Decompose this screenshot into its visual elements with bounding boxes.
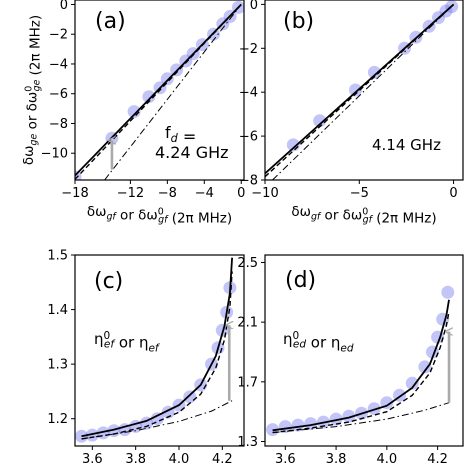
series-line-dashdot <box>272 4 454 180</box>
plot-area <box>265 0 459 180</box>
y-tick-label: 1.3 <box>47 358 68 373</box>
series-line-solid <box>81 257 233 438</box>
panel-tag: (b) <box>283 9 314 34</box>
data-point <box>418 360 432 374</box>
annotation-text: fd = <box>165 123 196 146</box>
x-tick-label: 3.8 <box>125 452 146 467</box>
y-tick-label: −8 <box>49 117 68 132</box>
x-tick-label: −4 <box>195 186 214 201</box>
data-point <box>313 114 327 128</box>
data-point <box>150 412 164 426</box>
annotation-text: η0 ed or ηed <box>283 330 354 355</box>
data-point <box>441 285 455 299</box>
data-point <box>142 90 156 104</box>
data-point <box>367 65 381 79</box>
y-tick-label: 2.1 <box>237 316 258 331</box>
series-line-dashdot <box>81 400 233 440</box>
axes-frame <box>74 0 245 181</box>
x-tick-label: −10 <box>251 186 278 201</box>
x-axis-label: ωd (2π GHz) <box>324 470 405 474</box>
panel-tag: (d) <box>285 268 316 293</box>
data-point <box>342 409 356 423</box>
y-tick-label: 0 <box>250 0 258 13</box>
y-tick-label: 1.2 <box>47 412 68 427</box>
y-tick-label: −8 <box>239 174 258 189</box>
annotation-text: η0 ef or ηef <box>94 330 161 355</box>
data-point <box>291 418 305 432</box>
plot-area <box>75 257 237 443</box>
panel-d: 3.6 3.8 4.0 4.2 1.3 1.7 2.1 2.5 ωd (2π GHz) (d) η0… <box>237 254 464 474</box>
x-tick-label: −5 <box>350 186 369 201</box>
x-tick-label: 3.6 <box>82 452 103 467</box>
data-point <box>405 376 419 390</box>
data-point <box>183 390 197 404</box>
y-tick-label: 2.5 <box>237 256 258 271</box>
x-axis-label: δωgf or δω0 gf (2π MHz) <box>87 204 232 227</box>
y-tick-label: −6 <box>239 130 258 145</box>
x-tick-label: −18 <box>61 186 88 201</box>
series-line-dashed <box>75 4 242 180</box>
x-tick-label: 0 <box>449 186 457 201</box>
series-line-solid <box>265 3 455 175</box>
x-tick-label: 3.8 <box>326 452 347 467</box>
x-tick-label: −12 <box>117 186 144 201</box>
series-line-dashdot <box>272 402 450 434</box>
x-tick-label: 3.6 <box>275 452 296 467</box>
plot-area <box>266 285 455 437</box>
x-axis-label: ωd (2π GHz) <box>119 470 200 474</box>
y-tick-label: −4 <box>49 57 68 72</box>
data-point <box>85 428 99 442</box>
panel-tag: (a) <box>95 9 126 34</box>
y-tick-label: 1.4 <box>47 303 68 318</box>
y-tick-label: −2 <box>239 42 258 57</box>
x-tick-label: 4.2 <box>427 452 448 467</box>
series-line-solid <box>272 299 450 432</box>
y-tick-label: 1.5 <box>47 249 68 264</box>
series-line-dashed <box>272 311 450 434</box>
annotation-text: 4.24 GHz <box>155 143 229 162</box>
annotation-text: 4.14 GHz <box>372 136 441 154</box>
y-tick-label: 1.3 <box>237 435 258 450</box>
x-axis-label: δωgf or δω0 gf (2π MHz) <box>291 204 436 227</box>
plot-area <box>75 0 244 180</box>
y-tick-label: −6 <box>49 87 68 102</box>
data-point <box>160 72 174 86</box>
x-tick-label: 4.0 <box>377 452 398 467</box>
panel-tag: (c) <box>94 269 123 294</box>
y-tick-label: 0 <box>60 0 68 13</box>
data-point <box>127 105 141 119</box>
x-tick-label: 4.2 <box>212 452 233 467</box>
data-point <box>329 412 343 426</box>
panel-c: 3.6 3.8 4.0 4.2 1.2 1.3 1.4 1.5 ωd (2π GHz) (c) η0… <box>47 249 245 474</box>
data-point <box>367 402 381 416</box>
y-tick-label: −4 <box>239 86 258 101</box>
axes-frame <box>264 0 464 181</box>
axes-frame <box>74 254 245 447</box>
x-tick-label: 4.0 <box>169 452 190 467</box>
y-tick-label: −2 <box>49 28 68 43</box>
series-line-dashed <box>81 271 233 440</box>
y-tick-label: 1.7 <box>237 375 258 390</box>
y-axis-label: δωge or δω0ge (2π MHz) <box>21 15 44 165</box>
x-tick-label: −8 <box>158 186 177 201</box>
x-tick-label: 0 <box>237 186 245 201</box>
series-line-dashed <box>265 3 455 178</box>
series-line-dashdot <box>104 4 242 180</box>
data-point <box>349 83 362 97</box>
panel-a: −18 −12 −8 −4 0 −10 −8 −6 −4 −2 0 δωgf or δω0 gf (2π… <box>21 0 245 227</box>
y-tick-label: −10 <box>41 147 68 162</box>
axes-frame <box>264 254 464 447</box>
data-point <box>304 417 318 431</box>
